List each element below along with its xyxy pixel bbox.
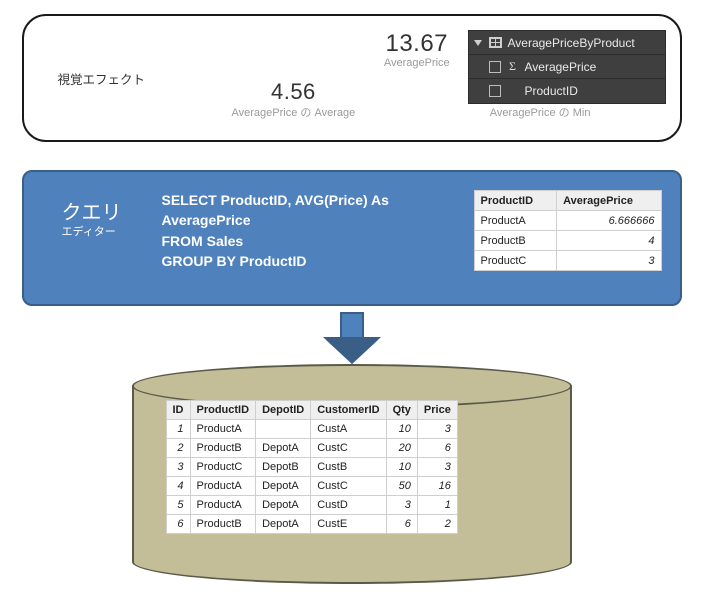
- cell: 2: [166, 439, 190, 458]
- col-qty: Qty: [386, 401, 417, 420]
- cell: [256, 420, 311, 439]
- metric-avg-of-avg: 4.56 AveragePrice の Average: [170, 79, 417, 130]
- table-row: 3ProductCDepotBCustB103: [166, 458, 457, 477]
- cell-productid: ProductB: [474, 231, 557, 251]
- field-name: AveragePrice: [525, 60, 597, 74]
- cell: DepotA: [256, 515, 311, 534]
- cell: CustD: [311, 496, 386, 515]
- cell: 6: [417, 439, 457, 458]
- fields-panel[interactable]: AveragePriceByProduct Σ AveragePrice Σ P…: [468, 30, 666, 104]
- cell: DepotB: [256, 458, 311, 477]
- col-productid: ProductID: [474, 191, 557, 211]
- expand-icon[interactable]: [474, 40, 482, 46]
- cell: 4: [166, 477, 190, 496]
- table-row: ProductB4: [474, 231, 661, 251]
- cell: 10: [386, 420, 417, 439]
- cell: 1: [166, 420, 190, 439]
- cell: CustB: [311, 458, 386, 477]
- field-row-productid[interactable]: Σ ProductID: [469, 79, 665, 103]
- database-cylinder: IDProductIDDepotIDCustomerIDQtyPrice 1Pr…: [132, 364, 572, 584]
- cell-productid: ProductA: [474, 211, 557, 231]
- visual-label: 視覚エフェクト: [58, 69, 146, 88]
- visual-effects-panel: 視覚エフェクト 13.67 AveragePrice 4.56 AverageP…: [22, 14, 682, 142]
- table-row: 2ProductBDepotACustC206: [166, 439, 457, 458]
- cell: DepotA: [256, 439, 311, 458]
- table-row: ProductA6.666666: [474, 211, 661, 231]
- cell: 5: [166, 496, 190, 515]
- table-row: 6ProductBDepotACustE62: [166, 515, 457, 534]
- table-icon: [489, 37, 502, 48]
- cell: CustA: [311, 420, 386, 439]
- col-productid: ProductID: [190, 401, 256, 420]
- cell: 16: [417, 477, 457, 496]
- cell: 6: [386, 515, 417, 534]
- query-editor-panel: クエリ エディター SELECT ProductID, AVG(Price) A…: [22, 170, 682, 306]
- table-row: ProductC3: [474, 251, 661, 271]
- cell: DepotA: [256, 496, 311, 515]
- fields-table-name: AveragePriceByProduct: [508, 36, 635, 50]
- query-label-sub: エディター: [62, 223, 122, 239]
- cell: 3: [417, 458, 457, 477]
- cell: ProductB: [190, 439, 256, 458]
- query-result-table: ProductID AveragePrice ProductA6.666666P…: [474, 190, 662, 271]
- cell: ProductA: [190, 477, 256, 496]
- cell: ProductA: [190, 420, 256, 439]
- cell-averageprice: 6.666666: [557, 211, 661, 231]
- cell-averageprice: 4: [557, 231, 661, 251]
- metric-value: 4.56: [170, 79, 417, 105]
- sigma-icon: Σ: [507, 59, 519, 74]
- cell: 3: [417, 420, 457, 439]
- cell: ProductA: [190, 496, 256, 515]
- cell: ProductC: [190, 458, 256, 477]
- table-row: 5ProductADepotACustD31: [166, 496, 457, 515]
- cell: 10: [386, 458, 417, 477]
- query-label-main: クエリ: [62, 196, 122, 225]
- field-row-averageprice[interactable]: Σ AveragePrice: [469, 55, 665, 79]
- table-row: 4ProductADepotACustC5016: [166, 477, 457, 496]
- field-name: ProductID: [525, 84, 578, 98]
- col-averageprice: AveragePrice: [557, 191, 661, 211]
- cell: CustC: [311, 439, 386, 458]
- metric-caption: AveragePrice の Min: [417, 104, 664, 120]
- cell-productid: ProductC: [474, 251, 557, 271]
- col-depotid: DepotID: [256, 401, 311, 420]
- col-price: Price: [417, 401, 457, 420]
- cell: CustC: [311, 477, 386, 496]
- query-label: クエリ エディター: [62, 196, 122, 239]
- cell: 6: [166, 515, 190, 534]
- cell: 3: [386, 496, 417, 515]
- cell: 20: [386, 439, 417, 458]
- fields-header-row[interactable]: AveragePriceByProduct: [469, 31, 665, 55]
- cell: 2: [417, 515, 457, 534]
- cell: CustE: [311, 515, 386, 534]
- arrow-head-icon: [326, 340, 378, 364]
- col-id: ID: [166, 401, 190, 420]
- flow-arrow: [22, 310, 682, 370]
- table-row: 1ProductA CustA103: [166, 420, 457, 439]
- cell: ProductB: [190, 515, 256, 534]
- cell: 1: [417, 496, 457, 515]
- cell: 3: [166, 458, 190, 477]
- cell: DepotA: [256, 477, 311, 496]
- checkbox[interactable]: [489, 85, 501, 97]
- col-customerid: CustomerID: [311, 401, 386, 420]
- sales-table: IDProductIDDepotIDCustomerIDQtyPrice 1Pr…: [166, 400, 458, 534]
- cell-averageprice: 3: [557, 251, 661, 271]
- checkbox[interactable]: [489, 61, 501, 73]
- cell: 50: [386, 477, 417, 496]
- metric-caption: AveragePrice の Average: [170, 104, 417, 120]
